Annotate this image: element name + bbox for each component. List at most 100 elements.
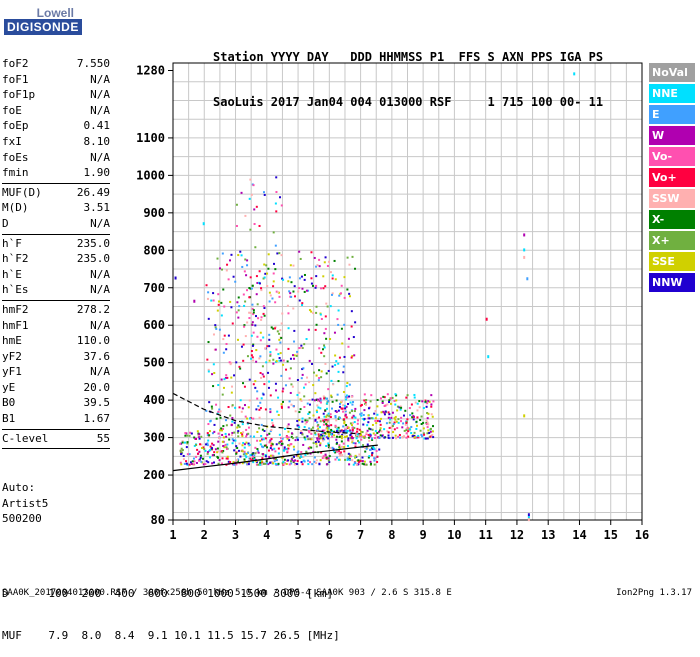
echo-point: [294, 439, 297, 442]
echo-point: [343, 276, 346, 279]
parameter-table: foF2 7.550 foF1 N/A foF1p N/A foE N/A foEp 0.41 fx…: [2, 56, 110, 450]
echo-point: [349, 422, 352, 425]
echo-point: [230, 434, 233, 437]
echo-point: [325, 463, 328, 466]
distance-muf-table: D 100 200 400 600 800 1000 1500 3000 [km…: [2, 559, 340, 657]
echo-point: [269, 394, 272, 397]
echo-point: [242, 343, 245, 346]
echo-point: [388, 401, 391, 404]
echo-point: [235, 452, 238, 455]
echo-point: [212, 363, 215, 366]
echo-point: [423, 433, 426, 436]
param-row: foE N/A: [2, 103, 110, 119]
echo-point: [237, 430, 240, 433]
echo-point: [396, 409, 399, 412]
echo-point: [356, 430, 359, 433]
echo-point: [350, 395, 353, 398]
echo-point: [353, 410, 356, 413]
echo-point: [285, 462, 288, 465]
echo-point: [301, 417, 304, 420]
echo-point: [250, 354, 253, 357]
echo-point: [292, 354, 295, 357]
echo-point: [211, 454, 214, 457]
echo-point: [308, 417, 311, 420]
echo-point: [282, 363, 285, 366]
echo-point: [231, 404, 234, 407]
echo-point: [300, 377, 303, 380]
param-row: h`F2 235.0: [2, 251, 110, 267]
param-row: foEs N/A: [2, 150, 110, 166]
echo-point: [223, 446, 226, 449]
echo-point: [426, 437, 429, 440]
echo-point: [367, 421, 370, 424]
echo-point: [405, 429, 408, 432]
echo-point: [262, 393, 265, 396]
echo-point: [308, 381, 311, 384]
echo-point: [273, 457, 276, 460]
echo-point: [272, 327, 275, 330]
echo-point: [304, 383, 307, 386]
echo-point: [333, 331, 336, 334]
echo-point: [355, 437, 358, 440]
echo-point: [293, 448, 296, 451]
echo-point: [345, 385, 348, 388]
echo-point: [260, 463, 263, 466]
echo-point: [319, 444, 322, 447]
echo-point: [207, 439, 210, 442]
echo-point: [314, 286, 317, 289]
echo-point: [294, 459, 297, 462]
echo-point: [332, 447, 335, 450]
param-name: foEp: [2, 119, 29, 133]
echo-point: [225, 424, 228, 427]
echo-point: [181, 440, 184, 443]
echo-point: [319, 313, 322, 316]
echo-point: [424, 400, 427, 403]
echo-point: [254, 324, 257, 327]
echo-point: [221, 268, 224, 271]
echo-point: [352, 463, 355, 466]
echo-point: [309, 452, 312, 455]
echo-point: [251, 459, 254, 462]
echo-point: [226, 455, 229, 458]
echo-point: [252, 309, 255, 312]
echo-point: [344, 458, 347, 461]
param-row: fxI 8.10: [2, 134, 110, 150]
echo-point: [325, 337, 328, 340]
echo-point: [287, 436, 290, 439]
echo-point: [363, 409, 366, 412]
echo-point: [243, 452, 246, 455]
echo-point: [268, 456, 271, 459]
echo-point: [428, 400, 431, 403]
echo-point: [237, 254, 240, 257]
echo-point: [299, 431, 302, 434]
logo-line2: DIGISONDE: [4, 19, 82, 35]
echo-point-sparse: [526, 277, 529, 281]
echo-point: [312, 426, 315, 429]
echo-point: [362, 463, 365, 466]
echo-point: [300, 399, 303, 402]
echo-point: [184, 432, 187, 435]
echo-point: [342, 371, 345, 374]
echo-point: [338, 294, 341, 297]
echo-point: [279, 341, 282, 344]
echo-point: [277, 353, 280, 356]
echo-point: [389, 402, 392, 405]
echo-point: [315, 461, 318, 464]
echo-point: [362, 423, 365, 426]
echo-point: [274, 326, 277, 329]
echo-point: [317, 379, 320, 382]
echo-point: [310, 282, 313, 285]
echo-point: [247, 442, 250, 445]
echo-point: [369, 435, 372, 438]
param-name: foEs: [2, 150, 29, 164]
echo-point: [311, 362, 314, 365]
echo-point: [396, 405, 399, 408]
echo-point: [300, 461, 303, 464]
y-tick-label: 600: [143, 318, 165, 332]
echo-point: [207, 368, 210, 371]
echo-point: [394, 415, 397, 418]
echo-point: [324, 457, 327, 460]
echo-point: [252, 343, 255, 346]
echo-point: [290, 295, 293, 298]
echo-point: [233, 421, 236, 424]
